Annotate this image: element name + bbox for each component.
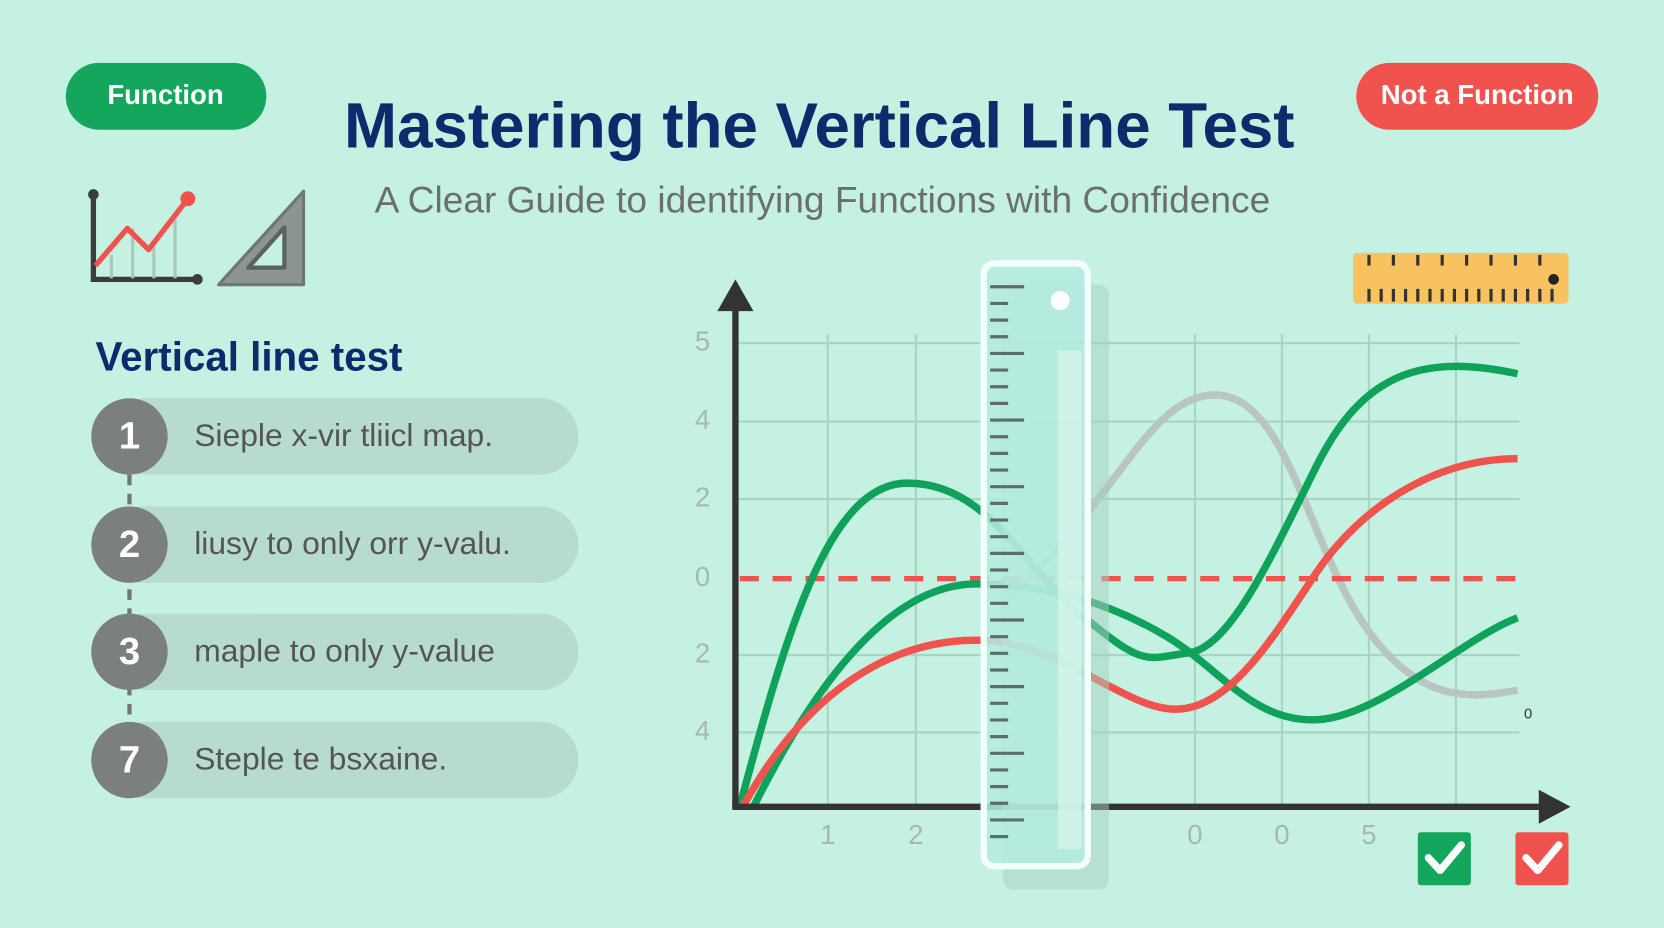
check-mark [1522,841,1563,875]
step-text: Sieple x-vir tliicl map. [194,417,493,453]
axes [717,279,1571,824]
function-badge-label: Function [107,79,223,110]
step-text: Steple te bsxaine. [194,741,447,777]
subtitle: A Clear Guide to identifying Functions w… [375,179,1271,221]
x-axis-label: 0 [1274,819,1289,850]
step-pill [106,721,579,799]
y-axis-label: 4 [695,404,710,435]
step-circle [91,506,168,583]
gray-curve [1005,391,1519,699]
step-pill [106,398,579,475]
ruler-ticks [990,285,1025,839]
line-chart-icon [88,189,203,285]
not-function-badge [1356,62,1599,130]
y-axis-label: 5 [695,325,710,356]
step-number: 2 [119,523,140,566]
set-square-icon [217,189,306,287]
step-text: liusy to only orr y-valu. [194,525,511,561]
step-circle [91,721,168,799]
step-number: 7 [119,738,140,781]
x-axis-label: 5 [1361,819,1376,850]
ruler-hole [1050,291,1070,311]
step-number: 1 [119,415,140,458]
red-curve [739,454,1518,809]
y-axis-label: 4 [695,715,710,746]
x-axis-label: 1 [820,819,835,850]
orange-ruler-ticks [1367,254,1554,302]
ruler-highlight [1058,350,1082,850]
not-function-badge-label: Not a Function [1381,79,1574,110]
green-curve [736,362,1519,808]
step-pill [106,506,579,583]
orange-ruler [1353,252,1569,304]
step-pill [106,613,579,691]
x-axis-label: 2 [908,819,923,850]
check-mark [1424,841,1466,875]
orange-ruler-dot [1548,274,1559,285]
axis-labels: 5 4 2 0 2 4 1 2 0 0 5 [695,325,1377,849]
steps-list: 1 Sieple x-vir tliicl map. 2 liusy to only … [91,398,579,799]
steps-heading: Vertical line test [96,334,403,380]
step-circle [91,613,168,691]
y-axis-label: 2 [695,637,710,668]
function-badge [65,62,267,130]
x-axis-label: 0 [1187,819,1202,850]
title: Mastering the Vertical Line Test [344,91,1294,162]
corner-label: 0 [1524,706,1532,722]
step-circle [91,398,168,475]
y-axis-label: 2 [695,481,710,512]
green-curve [750,580,1519,809]
step-number: 3 [119,630,140,673]
y-axis-label: 0 [695,561,710,592]
step-text: maple to only y-value [194,632,495,668]
